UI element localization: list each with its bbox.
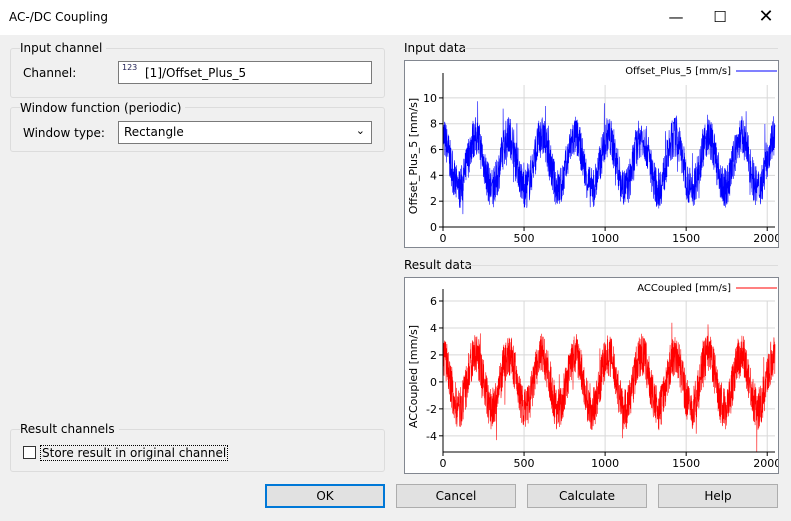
legend-label: ACCoupled [mm/s] <box>637 283 731 294</box>
x-tick-label: 1500 <box>672 457 700 470</box>
window-title: AC-/DC Coupling <box>9 10 109 24</box>
y-tick-label: 10 <box>423 92 437 105</box>
store-result-checkbox[interactable] <box>23 446 36 459</box>
y-tick-label: -4 <box>426 430 437 443</box>
x-tick-label: 2000 <box>753 457 778 470</box>
window-type-value: Rectangle <box>124 125 184 139</box>
y-tick-label: 2 <box>430 349 437 362</box>
x-tick-label: 2000 <box>753 232 778 245</box>
window-type-label: Window type: <box>23 126 105 140</box>
y-tick-label: -2 <box>426 403 437 416</box>
series-line <box>442 322 776 452</box>
window-function-label: Window function (periodic) <box>20 101 186 115</box>
x-tick-label: 0 <box>440 457 447 470</box>
result-chart-svg: 0 500 1000 1500 2000 -4 -2 0 2 4 6 ACCoupled [mm/s]… <box>407 283 781 470</box>
channel-label: Channel: <box>23 66 77 80</box>
divider <box>462 48 778 49</box>
x-tick-label: 1000 <box>591 457 619 470</box>
input-chart: 0 500 1000 1500 2000 0 2 4 6 8 10 Offset_Plus_5 [mm… <box>404 60 781 248</box>
store-result-label[interactable]: Store result in original channel <box>40 445 229 461</box>
result-chart: 0 500 1000 1500 2000 -4 -2 0 2 4 6 ACCoupled [mm/s]… <box>404 277 781 474</box>
window-type-select[interactable]: Rectangle ⌄ <box>118 121 372 144</box>
ok-button[interactable]: OK <box>265 484 385 508</box>
y-axis-label: Offset_Plus_5 [mm/s] <box>407 98 420 214</box>
y-tick-label: 6 <box>430 295 437 308</box>
x-tick-label: 1500 <box>672 232 700 245</box>
input-channel-group <box>10 48 385 98</box>
title-bar: AC-/DC Coupling — ☐ ✕ <box>0 0 791 35</box>
x-tick-label: 500 <box>514 232 535 245</box>
y-tick-label: 0 <box>430 376 437 389</box>
cancel-button[interactable]: Cancel <box>396 484 516 508</box>
x-tick-label: 1000 <box>591 232 619 245</box>
y-tick-label: 4 <box>430 322 437 335</box>
channel-field[interactable]: 123 [1]/Offset_Plus_5 <box>118 61 372 84</box>
y-tick-label: 0 <box>430 221 437 234</box>
minimize-icon[interactable]: — <box>668 8 684 26</box>
input-data-label: Input data <box>404 41 466 55</box>
window-function-group <box>10 107 385 152</box>
calculate-button[interactable]: Calculate <box>527 484 647 508</box>
numeric-channel-icon: 123 <box>122 63 138 72</box>
result-data-label: Result data <box>404 258 472 272</box>
series-line <box>442 101 776 215</box>
help-button[interactable]: Help <box>658 484 778 508</box>
result-channels-label: Result channels <box>20 422 119 436</box>
y-tick-label: 4 <box>430 169 437 182</box>
result-channels-group <box>10 429 385 472</box>
divider <box>466 265 778 266</box>
close-icon[interactable]: ✕ <box>758 6 774 27</box>
y-axis-label: ACCoupled [mm/s] <box>407 325 420 428</box>
legend-label: Offset_Plus_5 [mm/s] <box>625 66 731 77</box>
channel-value: [1]/Offset_Plus_5 <box>145 66 247 80</box>
y-tick-label: 2 <box>430 195 437 208</box>
y-tick-label: 6 <box>430 144 437 157</box>
y-tick-label: 8 <box>430 118 437 131</box>
x-tick-label: 0 <box>440 232 447 245</box>
x-tick-label: 500 <box>514 457 535 470</box>
input-channel-label: Input channel <box>20 41 107 55</box>
maximize-icon[interactable]: ☐ <box>713 8 727 26</box>
chevron-down-icon: ⌄ <box>355 124 365 137</box>
